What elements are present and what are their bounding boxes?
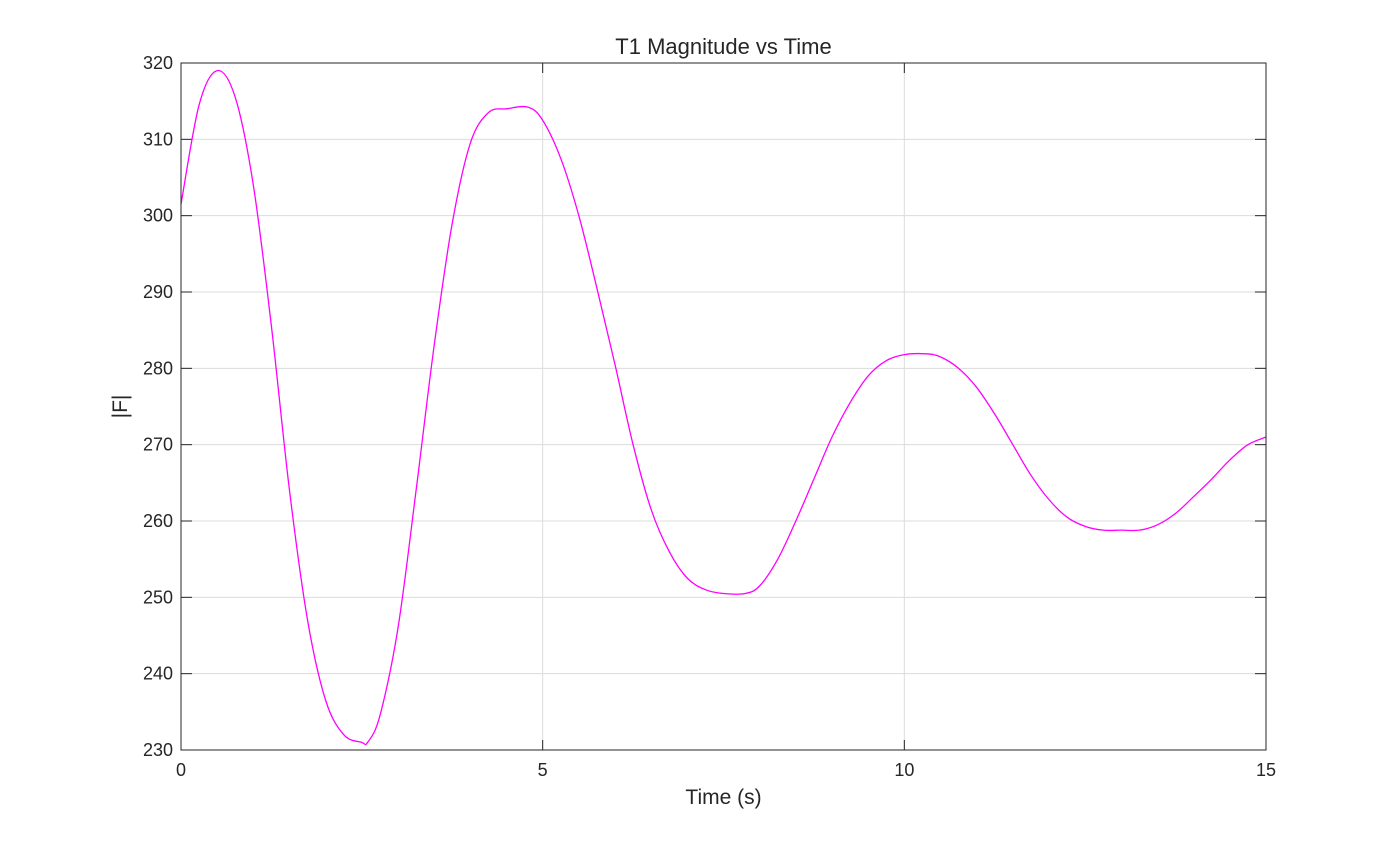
y-tick-label: 290 [143,282,173,302]
x-tick-label: 5 [538,760,548,780]
x-tick-label: 10 [894,760,914,780]
grid-lines [181,63,1266,750]
y-tick-label: 250 [143,587,173,607]
y-tick-label: 280 [143,358,173,378]
x-tick-labels: 0 5 10 15 [176,760,1276,780]
y-tick-label: 230 [143,740,173,760]
x-tick-label: 15 [1256,760,1276,780]
y-axis-label: |F| [109,395,132,419]
x-tick-label: 0 [176,760,186,780]
y-tick-label: 260 [143,511,173,531]
y-tick-label: 320 [143,53,173,73]
axes-box [180,62,1267,751]
plot-area [181,63,1266,750]
y-tick-labels: 230 240 250 260 270 280 290 300 310 320 [143,53,173,760]
y-tick-label: 270 [143,435,173,455]
x-axis-label: Time (s) [685,786,761,809]
series-layer [180,69,1267,746]
y-tick-label: 300 [143,206,173,226]
y-tick-label: 240 [143,664,173,684]
chart-title: T1 Magnitude vs Time [615,34,831,59]
series-line [180,69,1267,746]
y-tick-label: 310 [143,129,173,149]
